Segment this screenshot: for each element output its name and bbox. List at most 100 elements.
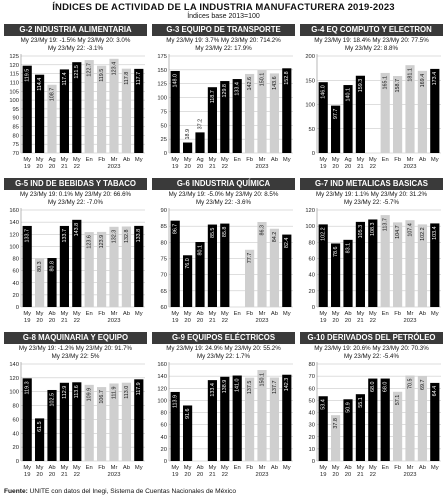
x-tick-year-label: 22 — [370, 318, 376, 324]
bar — [170, 391, 180, 461]
x-tick-year-label: 21 — [357, 318, 363, 324]
bar — [134, 68, 144, 153]
bar — [207, 87, 217, 153]
x-tick-label: En — [382, 157, 389, 163]
chart-panel-g8: G-8 MAQUINARIA Y EQUIPO My 23/My 19: -1.… — [4, 332, 147, 485]
bar-value-label: 50.9 — [345, 402, 351, 413]
x-tick-label: Fb — [98, 465, 105, 471]
y-tick-label: 120 — [9, 232, 19, 238]
y-tick-label: 100 — [9, 244, 19, 250]
x-tick-label: My — [36, 465, 44, 471]
x-tick-label: Ab — [271, 157, 278, 163]
bar-value-label: 83.1 — [345, 243, 351, 254]
chart-notes: My 23/My 19: -1.2% My 23/My 20: 91.7% My… — [4, 345, 147, 360]
x-tick-label: My — [332, 465, 340, 471]
y-tick-label: 40 — [309, 411, 315, 417]
bar-value-label: 111.9 — [111, 386, 117, 399]
x-tick-year-label: 20 — [197, 164, 203, 170]
x-tick-year-label: 19 — [24, 318, 30, 324]
y-tick-label: 100 — [9, 390, 19, 396]
x-tick-year-label: 22 — [370, 164, 376, 170]
bar-value-label: 85.5 — [210, 228, 216, 239]
bar-value-label: 97.7 — [333, 109, 339, 120]
bar — [183, 405, 193, 461]
x-tick-year-label: 20 — [49, 164, 55, 170]
bar — [195, 242, 205, 307]
bar — [109, 383, 119, 461]
bar — [257, 69, 267, 153]
y-tick-label: 20 — [161, 447, 167, 453]
bar — [59, 69, 69, 153]
x-tick-label: My — [332, 157, 340, 163]
bar-value-label: 55.1 — [358, 397, 364, 408]
bar-chart-g7: 020406080100120My19102.2My2078.6Ab2083.1… — [305, 208, 441, 324]
bar — [22, 65, 32, 153]
y-tick-label: 75 — [13, 142, 19, 148]
bar-value-label: 141.0 — [235, 379, 241, 393]
bar-value-label: 104.7 — [395, 225, 401, 239]
x-tick-label: My — [283, 311, 291, 317]
x-tick-year-label: 2023 — [108, 318, 121, 324]
x-tick-label: Ab — [419, 311, 426, 317]
bar — [368, 219, 378, 307]
bar-value-label: 150.1 — [259, 73, 265, 87]
y-tick-label: 100 — [157, 398, 167, 404]
bar — [405, 375, 415, 461]
x-tick-year-label: 20 — [184, 164, 190, 170]
chart-title: G-6 INDUSTRIA QUÍMICA — [152, 178, 295, 190]
y-tick-label: 120 — [9, 63, 19, 69]
bar-value-label: 138.9 — [222, 380, 228, 394]
y-tick-label: 120 — [9, 376, 19, 382]
x-tick-year-label: 20 — [36, 472, 42, 478]
source-label: Fuente: — [4, 488, 28, 495]
y-tick-label: 60 — [309, 386, 315, 392]
bar — [355, 221, 365, 307]
chart-note-line-2: My 23/My 22: -5.4% — [343, 352, 400, 360]
x-tick-year-label: 21 — [61, 164, 67, 170]
x-tick-label: Fb — [394, 465, 401, 471]
x-tick-label: Mr — [259, 311, 266, 317]
bar — [59, 382, 69, 461]
bar — [109, 226, 119, 307]
chart-notes: My 23/My 19: 3.7% My 23/My 20: 714.2% My… — [152, 37, 295, 52]
bar — [35, 74, 45, 153]
x-tick-label: My — [209, 465, 217, 471]
bar — [343, 239, 353, 307]
x-tick-year-label: 19 — [172, 472, 178, 478]
y-tick-label: 40 — [13, 281, 19, 287]
x-tick-label: Fb — [246, 465, 253, 471]
x-tick-year-label: 20 — [36, 164, 42, 170]
bar-value-label: 61.5 — [37, 421, 43, 432]
y-tick-label: 25 — [161, 137, 167, 143]
x-tick-label: My — [431, 311, 439, 317]
y-tick-label: 80 — [161, 240, 167, 246]
x-tick-year-label: 20 — [184, 318, 190, 324]
bar — [393, 76, 403, 153]
x-tick-label: My — [221, 157, 229, 163]
chart-panel-g6: G-6 INDUSTRIA QUÍMICA My 23/My 19: -5.0%… — [152, 178, 295, 331]
y-tick-label: 70 — [161, 273, 167, 279]
bar — [97, 387, 107, 461]
x-tick-label: Mr — [111, 465, 118, 471]
bar — [380, 72, 390, 153]
chart-panel-g2: G-2 INDUSTRIA ALIMENTARIA My 23/My 19: -… — [4, 24, 147, 177]
x-tick-year-label: 2023 — [256, 472, 269, 478]
bar — [393, 222, 403, 307]
chart-title: G-8 MAQUINARIA Y EQUIPO — [4, 332, 147, 344]
bar — [430, 382, 440, 461]
bar-value-label: 123.9 — [99, 235, 105, 249]
chart-panel-g4: G-4 EQ COMPUTO Y ELECTRON My 23/My 19: 1… — [300, 24, 443, 177]
y-tick-label: 75 — [161, 109, 167, 115]
y-tick-label: 50 — [309, 398, 315, 404]
x-tick-label: My — [332, 311, 340, 317]
x-tick-label: My — [61, 157, 69, 163]
bar-value-label: 108.3 — [370, 222, 376, 236]
bar — [380, 378, 390, 461]
x-tick-label: My — [221, 311, 229, 317]
y-tick-label: 65 — [161, 289, 167, 295]
x-tick-label: My — [61, 465, 69, 471]
x-tick-label: Ab — [123, 311, 130, 317]
chart-note-line-1: My 23/My 19: 18.4% My 23/My 20: 77.5% — [314, 37, 429, 44]
bar-value-label: 37.8 — [333, 418, 339, 429]
y-tick-label: 115 — [10, 72, 19, 78]
